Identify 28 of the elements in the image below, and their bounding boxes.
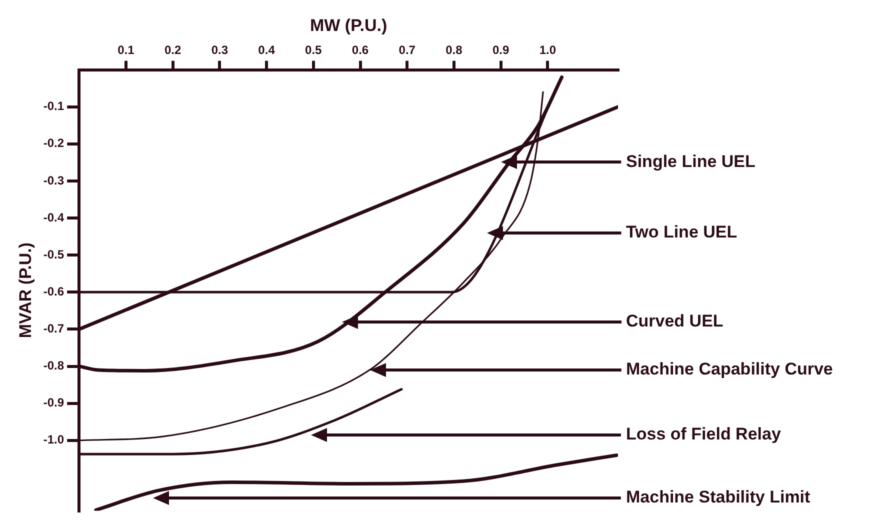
y-tick-label: -0.3 — [43, 173, 64, 188]
x-tick-label: 0.9 — [492, 42, 510, 57]
text: Loss of Field Relay — [626, 424, 782, 444]
x-tick-label: 0.6 — [352, 42, 369, 57]
x-tick-label: 0.1 — [118, 42, 135, 57]
text: Machine Capability Curve — [626, 360, 833, 379]
x-tick-label: 0.8 — [446, 42, 463, 57]
x-tick-label: 0.4 — [258, 42, 276, 57]
x-tick-label: 0.2 — [164, 42, 182, 57]
x-axis-title: MW (P.U.) — [310, 16, 388, 35]
y-tick-label: -0.2 — [43, 136, 64, 150]
x-tick-label: 0.5 — [305, 42, 322, 57]
x-tick-label: 0.7 — [398, 42, 416, 57]
y-tick-label: -0.4 — [43, 210, 64, 224]
y-tick-label: -0.6 — [43, 284, 64, 298]
y-tick-label: -0.1 — [43, 99, 64, 114]
y-tick-label: -0.8 — [43, 358, 64, 373]
x-tick-label: 0.3 — [211, 42, 228, 57]
text: Single Line UEL — [626, 152, 756, 172]
series-label: Machine Stability Limit — [626, 488, 811, 507]
y-tick-label: -0.7 — [43, 322, 64, 336]
y-tick-label: -0.5 — [43, 247, 64, 262]
x-tick-label: 1.0 — [539, 42, 556, 57]
text: Two Line UEL — [626, 222, 738, 242]
y-axis-title: MVAR (P.U.) — [16, 242, 35, 338]
y-tick-label: -1.0 — [43, 432, 64, 447]
y-tick-label: -0.9 — [43, 396, 64, 410]
text: Curved UEL — [626, 311, 724, 330]
